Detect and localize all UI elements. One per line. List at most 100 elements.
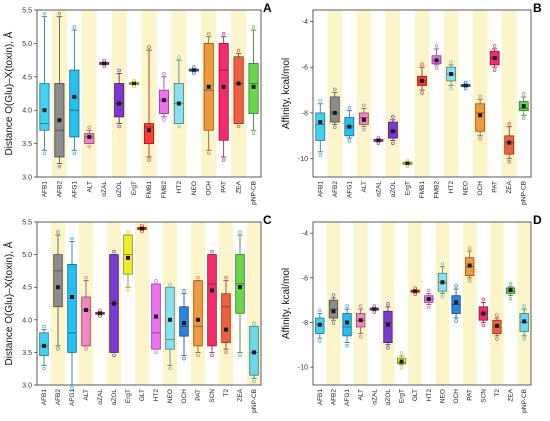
x-tick-label: T2 — [223, 389, 230, 397]
x-tick-label: ALT — [358, 389, 365, 400]
box-FMB1 — [417, 62, 427, 95]
box-αZAL — [373, 135, 384, 146]
mean-marker — [147, 128, 151, 133]
outlier-marker — [440, 294, 445, 299]
mean-marker — [42, 108, 47, 113]
box-body — [39, 83, 50, 131]
column-band — [435, 222, 450, 385]
box-AFB1 — [315, 99, 326, 157]
y-tick-label: 3.0 — [22, 175, 32, 182]
outlier-marker — [507, 121, 511, 126]
column-band — [517, 222, 531, 385]
outlier-marker — [126, 230, 130, 234]
x-tick-label: HT2 — [426, 389, 433, 402]
box-body — [69, 69, 80, 138]
mean-marker — [318, 120, 323, 125]
box-body — [504, 135, 515, 155]
outlier-marker — [318, 308, 322, 313]
outlier-marker — [117, 68, 121, 73]
y-tick-label: 4.5 — [22, 74, 32, 81]
outlier-marker — [386, 346, 390, 350]
outlier-marker — [522, 92, 526, 96]
x-tick-label: AFB1 — [317, 181, 324, 198]
outlier-marker — [182, 356, 186, 361]
panel-a: 3.0 3.5 4.0 4.5 5.0 5.5 Distance O(Glu)–X(toxi… — [2, 1, 272, 205]
outlier-marker — [56, 347, 60, 351]
x-tick-label: PAT — [195, 389, 202, 401]
y-tick-label: 5.5 — [22, 220, 32, 227]
outlier-marker — [56, 230, 60, 234]
x-tick-label: NEO — [191, 181, 198, 195]
outlier-marker — [57, 11, 62, 16]
mean-marker — [492, 56, 497, 61]
box-PAT — [465, 246, 475, 283]
box-pNP-CB — [248, 25, 259, 135]
box-AFB2 — [328, 293, 339, 325]
outlier-marker — [495, 337, 499, 341]
mean-marker — [463, 83, 468, 88]
box-AFG1 — [342, 304, 352, 348]
mean-marker — [98, 311, 102, 316]
outlier-marker — [132, 78, 136, 83]
outlier-marker — [182, 289, 186, 293]
mean-marker — [57, 118, 62, 123]
box-body — [114, 83, 125, 118]
column-band — [81, 10, 97, 177]
outlier-marker — [427, 305, 431, 310]
x-tick-label: FMB2 — [434, 181, 441, 199]
x-tick-label: NEO — [439, 389, 446, 403]
x-tick-label: ZEA — [508, 388, 515, 401]
outlier-marker — [463, 80, 468, 85]
box-ErgT — [402, 158, 413, 168]
outlier-marker — [399, 366, 404, 370]
outlier-marker — [196, 353, 200, 358]
y-tick-label: 4.5 — [22, 285, 32, 292]
outlier-marker — [177, 124, 181, 129]
outlier-marker — [358, 334, 363, 339]
x-tick-label: AFB1 — [317, 389, 324, 406]
outlier-marker — [207, 151, 211, 155]
x-tick-label: GLT — [139, 389, 146, 401]
mean-marker — [317, 322, 322, 327]
mean-marker — [210, 288, 214, 293]
mean-marker — [454, 300, 459, 305]
box-AFB2 — [54, 11, 65, 169]
x-tick-label: OCH — [477, 181, 484, 196]
box-ErgT — [396, 351, 407, 370]
x-tick-label: ZEA — [506, 180, 513, 193]
box-body — [193, 280, 203, 347]
x-tick-label: ZEA — [237, 388, 244, 401]
mean-marker — [112, 301, 116, 306]
x-tick-label: αZAL — [101, 181, 108, 197]
outlier-marker — [84, 347, 88, 351]
mean-marker — [221, 84, 226, 89]
y-tick-label: 4.0 — [22, 108, 32, 115]
mean-marker — [494, 323, 499, 328]
box-OCH — [451, 284, 461, 323]
plot-frame — [312, 9, 532, 178]
x-tick-label: AFB1 — [41, 181, 48, 198]
mean-marker — [161, 98, 166, 103]
x-tick-label: AFB2 — [330, 389, 337, 406]
outlier-marker — [405, 164, 410, 168]
plot-frame — [36, 221, 262, 386]
y-tick-label: 5.0 — [22, 252, 32, 259]
outlier-marker — [154, 279, 158, 283]
outlier-marker — [87, 125, 91, 129]
box-body — [475, 103, 486, 132]
box-AFG1 — [344, 105, 355, 143]
mean-marker — [521, 104, 526, 109]
y-axis-title: Distance O(Glu)–X(toxin), Å — [2, 31, 15, 155]
mean-marker — [168, 317, 172, 322]
column-band — [135, 222, 149, 385]
mean-marker — [426, 297, 431, 302]
outlier-marker — [318, 153, 322, 157]
x-tick-label: ErgT — [131, 181, 138, 195]
x-tick-label: PAT — [492, 181, 499, 193]
x-tick-label: AFG1 — [71, 181, 78, 198]
box-αZAL — [99, 58, 110, 69]
outlier-marker — [236, 48, 241, 53]
mean-marker — [478, 113, 483, 118]
x-tick-label: NEO — [167, 389, 174, 403]
